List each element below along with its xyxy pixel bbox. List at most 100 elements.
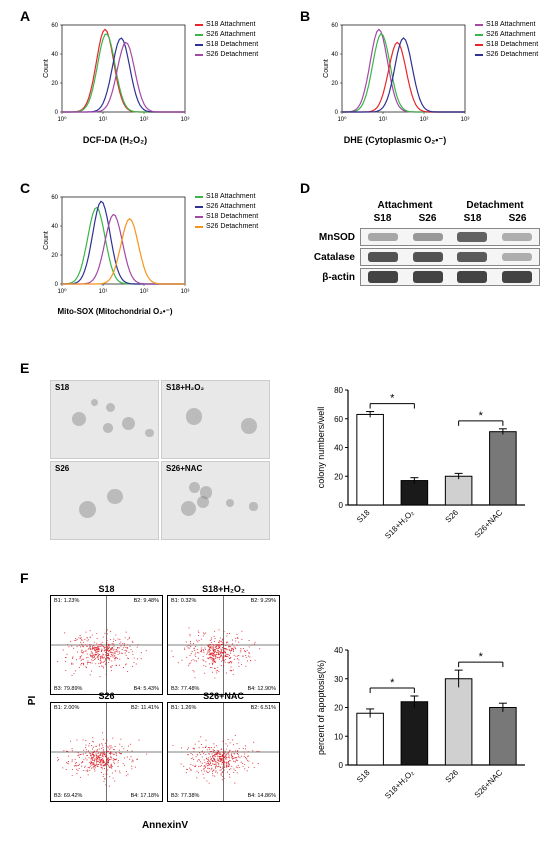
legend-item: S18 Detachment	[475, 40, 538, 49]
svg-text:S18+H₂O₂: S18+H₂O₂	[383, 508, 416, 541]
svg-text:colony numbers/well: colony numbers/well	[316, 407, 326, 489]
svg-text:60: 60	[331, 23, 338, 29]
svg-text:Count: Count	[43, 231, 50, 250]
legend-item: S26 Attachment	[475, 30, 538, 39]
svg-text:*: *	[479, 410, 484, 422]
panel-label-b: B	[300, 8, 310, 24]
wb-sample-0: S18	[360, 213, 405, 224]
scatter-label: S26	[51, 691, 162, 701]
wb-label: Catalase	[310, 252, 360, 263]
scatter-plot: S26 B1: 2.00% B2: 11.41% B3: 69.42% B4: …	[50, 702, 163, 802]
axis-label-c: Mito-SOX (Mitochondrial O₂•⁻)	[40, 307, 190, 316]
svg-text:40: 40	[51, 224, 58, 230]
svg-text:80: 80	[334, 386, 343, 395]
svg-text:10³: 10³	[461, 117, 470, 123]
svg-text:S26: S26	[444, 508, 461, 525]
wb-group-attachment: Attachment	[360, 200, 450, 211]
axis-label-b: DHE (Cytoplasmic O₂•⁻)	[320, 135, 470, 146]
western-blot: Attachment Detachment S18 S26 S18 S26 Mn…	[310, 200, 540, 288]
scatter-plot: S18+H₂O₂ B1: 0.32% B2: 9.29% B3: 77.48% …	[167, 595, 280, 695]
scatter-grid: S18 B1: 1.23% B2: 9.48% B3: 79.89% B4: 5…	[50, 595, 280, 805]
legend-item: S26 Attachment	[195, 30, 258, 39]
flow-histogram-c: 020406010⁰10¹10²10³Count Mito-SOX (Mitoc…	[40, 192, 190, 316]
bar-chart-f: 010203040percent of apoptosis(%)S18S18+H…	[310, 635, 530, 810]
wb-row: MnSOD	[310, 228, 540, 246]
panel-label-a: A	[20, 8, 30, 24]
micrograph-label: S18+H₂O₂	[166, 383, 204, 392]
svg-text:10³: 10³	[181, 289, 190, 295]
histogram-svg-c: 020406010⁰10¹10²10³Count	[40, 192, 190, 302]
scatter-label: S18+H₂O₂	[168, 584, 279, 594]
svg-text:10²: 10²	[140, 117, 149, 123]
wb-sample-2: S18	[450, 213, 495, 224]
svg-text:Count: Count	[323, 59, 330, 78]
svg-text:S18: S18	[355, 508, 372, 525]
svg-text:10⁰: 10⁰	[337, 116, 347, 123]
micrograph-label: S26+NAC	[166, 464, 202, 473]
legend-item: S18 Attachment	[195, 192, 258, 201]
svg-text:40: 40	[334, 444, 343, 453]
svg-text:*: *	[479, 651, 484, 663]
svg-text:40: 40	[331, 52, 338, 58]
svg-text:60: 60	[51, 195, 58, 201]
panel-label-d: D	[300, 180, 310, 196]
svg-text:10²: 10²	[420, 117, 429, 123]
flow-histogram-a: 020406010⁰10¹10²10³Count DCF-DA (H₂O₂)	[40, 20, 190, 145]
scatter-plot: S26+NAC B1: 1.26% B2: 6.51% B3: 77.38% B…	[167, 702, 280, 802]
svg-text:60: 60	[51, 23, 58, 29]
svg-text:10: 10	[334, 732, 343, 741]
svg-text:20: 20	[51, 81, 58, 87]
svg-text:S26: S26	[444, 768, 461, 785]
panel-label-e: E	[20, 360, 29, 376]
svg-text:10¹: 10¹	[379, 117, 388, 123]
wb-sample-3: S26	[495, 213, 540, 224]
svg-text:20: 20	[334, 704, 343, 713]
legend-b: S18 AttachmentS26 AttachmentS18 Detachme…	[475, 20, 538, 60]
legend-item: S18 Attachment	[475, 20, 538, 29]
micrograph: S26+NAC	[161, 461, 270, 540]
axis-label-a: DCF-DA (H₂O₂)	[40, 135, 190, 145]
wb-row: Catalase	[310, 248, 540, 266]
wb-row: β-actin	[310, 268, 540, 286]
scatter-plot: S18 B1: 1.23% B2: 9.48% B3: 79.89% B4: 5…	[50, 595, 163, 695]
svg-text:40: 40	[51, 52, 58, 58]
svg-text:10⁰: 10⁰	[57, 288, 67, 295]
svg-text:S18+H₂O₂: S18+H₂O₂	[383, 768, 416, 801]
histogram-svg-a: 020406010⁰10¹10²10³Count	[40, 20, 190, 130]
scatter-yaxis: PI	[27, 696, 38, 705]
legend-item: S26 Detachment	[195, 222, 258, 231]
histogram-svg-b: 020406010⁰10¹10²10³Count	[320, 20, 470, 130]
legend-item: S18 Attachment	[195, 20, 258, 29]
scatter-label: S26+NAC	[168, 691, 279, 701]
svg-text:0: 0	[339, 761, 344, 770]
scatter-label: S18	[51, 584, 162, 594]
svg-text:Count: Count	[43, 59, 50, 78]
legend-item: S18 Detachment	[195, 40, 258, 49]
panel-label-f: F	[20, 570, 29, 586]
legend-a: S18 AttachmentS26 AttachmentS18 Detachme…	[195, 20, 258, 60]
svg-text:10³: 10³	[181, 117, 190, 123]
svg-text:20: 20	[334, 472, 343, 481]
svg-text:percent of apoptosis(%): percent of apoptosis(%)	[316, 660, 326, 755]
svg-text:S26+NAC: S26+NAC	[473, 768, 505, 800]
wb-label: β-actin	[310, 272, 360, 283]
panel-label-c: C	[20, 180, 30, 196]
micrograph-label: S26	[55, 464, 69, 473]
bar-chart-e: 020406080colony numbers/wellS18S18+H₂O₂S…	[310, 375, 530, 550]
svg-text:10⁰: 10⁰	[57, 116, 67, 123]
svg-text:*: *	[390, 677, 395, 689]
legend-c: S18 AttachmentS26 AttachmentS18 Detachme…	[195, 192, 258, 232]
svg-text:10¹: 10¹	[99, 289, 108, 295]
micrograph: S18+H₂O₂	[161, 380, 270, 459]
micrograph: S18	[50, 380, 159, 459]
flow-histogram-b: 020406010⁰10¹10²10³Count DHE (Cytoplasmi…	[320, 20, 470, 146]
legend-item: S26 Detachment	[195, 50, 258, 59]
svg-text:10²: 10²	[140, 289, 149, 295]
legend-item: S26 Detachment	[475, 50, 538, 59]
legend-item: S18 Detachment	[195, 212, 258, 221]
wb-group-detachment: Detachment	[450, 200, 540, 211]
legend-item: S26 Attachment	[195, 202, 258, 211]
svg-text:30: 30	[334, 675, 343, 684]
svg-text:20: 20	[331, 81, 338, 87]
micrograph-grid: S18 S18+H₂O₂ S26 S26+NAC	[50, 380, 270, 540]
